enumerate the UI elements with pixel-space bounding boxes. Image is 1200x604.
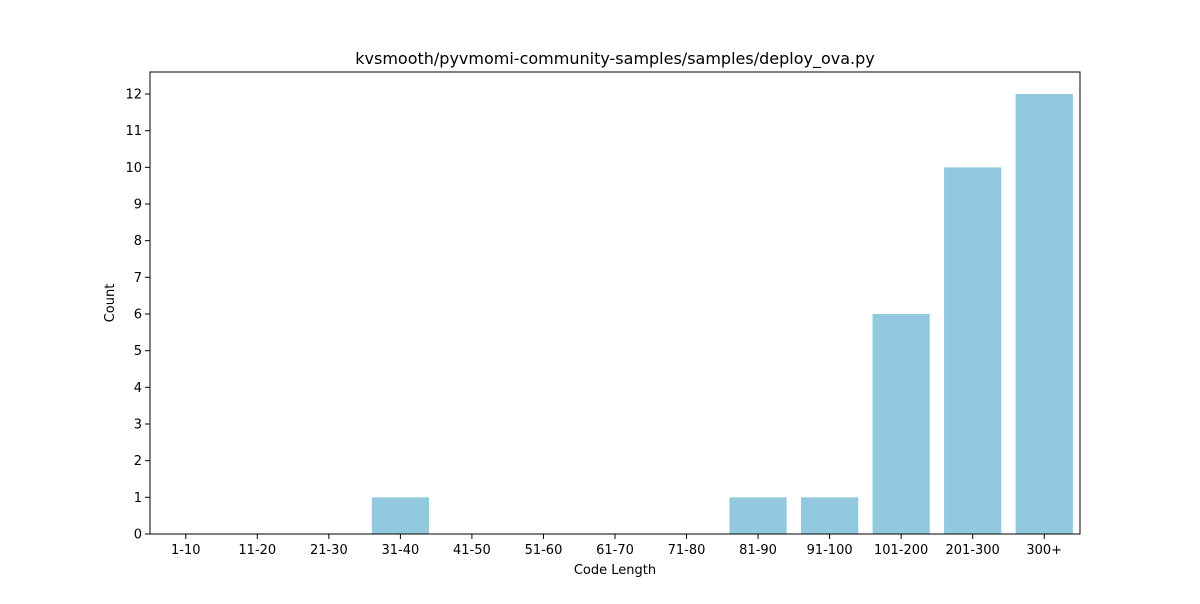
y-tick-label: 1	[134, 491, 142, 506]
y-tick-label: 9	[134, 198, 142, 213]
y-axis-label: Count	[103, 284, 118, 323]
y-tick-label: 11	[125, 124, 142, 139]
y-tick-label: 6	[134, 308, 142, 323]
bar-91-100	[801, 497, 858, 534]
y-tick-label: 7	[134, 271, 142, 286]
x-tick-label: 101-200	[874, 543, 928, 558]
x-tick-label: 21-30	[310, 543, 348, 558]
x-axis-label: Code Length	[574, 563, 656, 578]
bar-81-90	[729, 497, 786, 534]
bar-31-40	[372, 497, 429, 534]
x-tick-label: 11-20	[238, 543, 276, 558]
bar-201-300	[944, 167, 1001, 534]
bar-101-200	[873, 314, 930, 534]
x-tick-label: 61-70	[596, 543, 634, 558]
x-tick-label: 71-80	[668, 543, 706, 558]
bar-300+	[1016, 94, 1073, 534]
x-tick-label: 300+	[1026, 543, 1062, 558]
y-tick-label: 10	[125, 161, 142, 176]
y-tick-label: 2	[134, 454, 142, 469]
chart-title: kvsmooth/pyvmomi-community-samples/sampl…	[355, 49, 874, 69]
y-tick-label: 8	[134, 234, 142, 249]
x-tick-label: 1-10	[171, 543, 201, 558]
y-tick-label: 5	[134, 344, 142, 359]
y-tick-label: 0	[134, 528, 142, 543]
x-axis-ticks: 1-10 11-20 21-30 31-40 41-50 51-60 61-70 71-80 8…	[171, 534, 1062, 558]
x-tick-label: 51-60	[525, 543, 563, 558]
x-tick-label: 41-50	[453, 543, 491, 558]
y-tick-label: 12	[125, 88, 142, 103]
x-tick-label: 81-90	[739, 543, 777, 558]
plot-frame	[150, 72, 1080, 534]
x-tick-label: 91-100	[807, 543, 853, 558]
x-tick-label: 201-300	[946, 543, 1000, 558]
bars-group	[372, 94, 1073, 534]
x-tick-label: 31-40	[381, 543, 419, 558]
y-tick-label: 4	[134, 381, 142, 396]
y-tick-label: 3	[134, 418, 142, 433]
